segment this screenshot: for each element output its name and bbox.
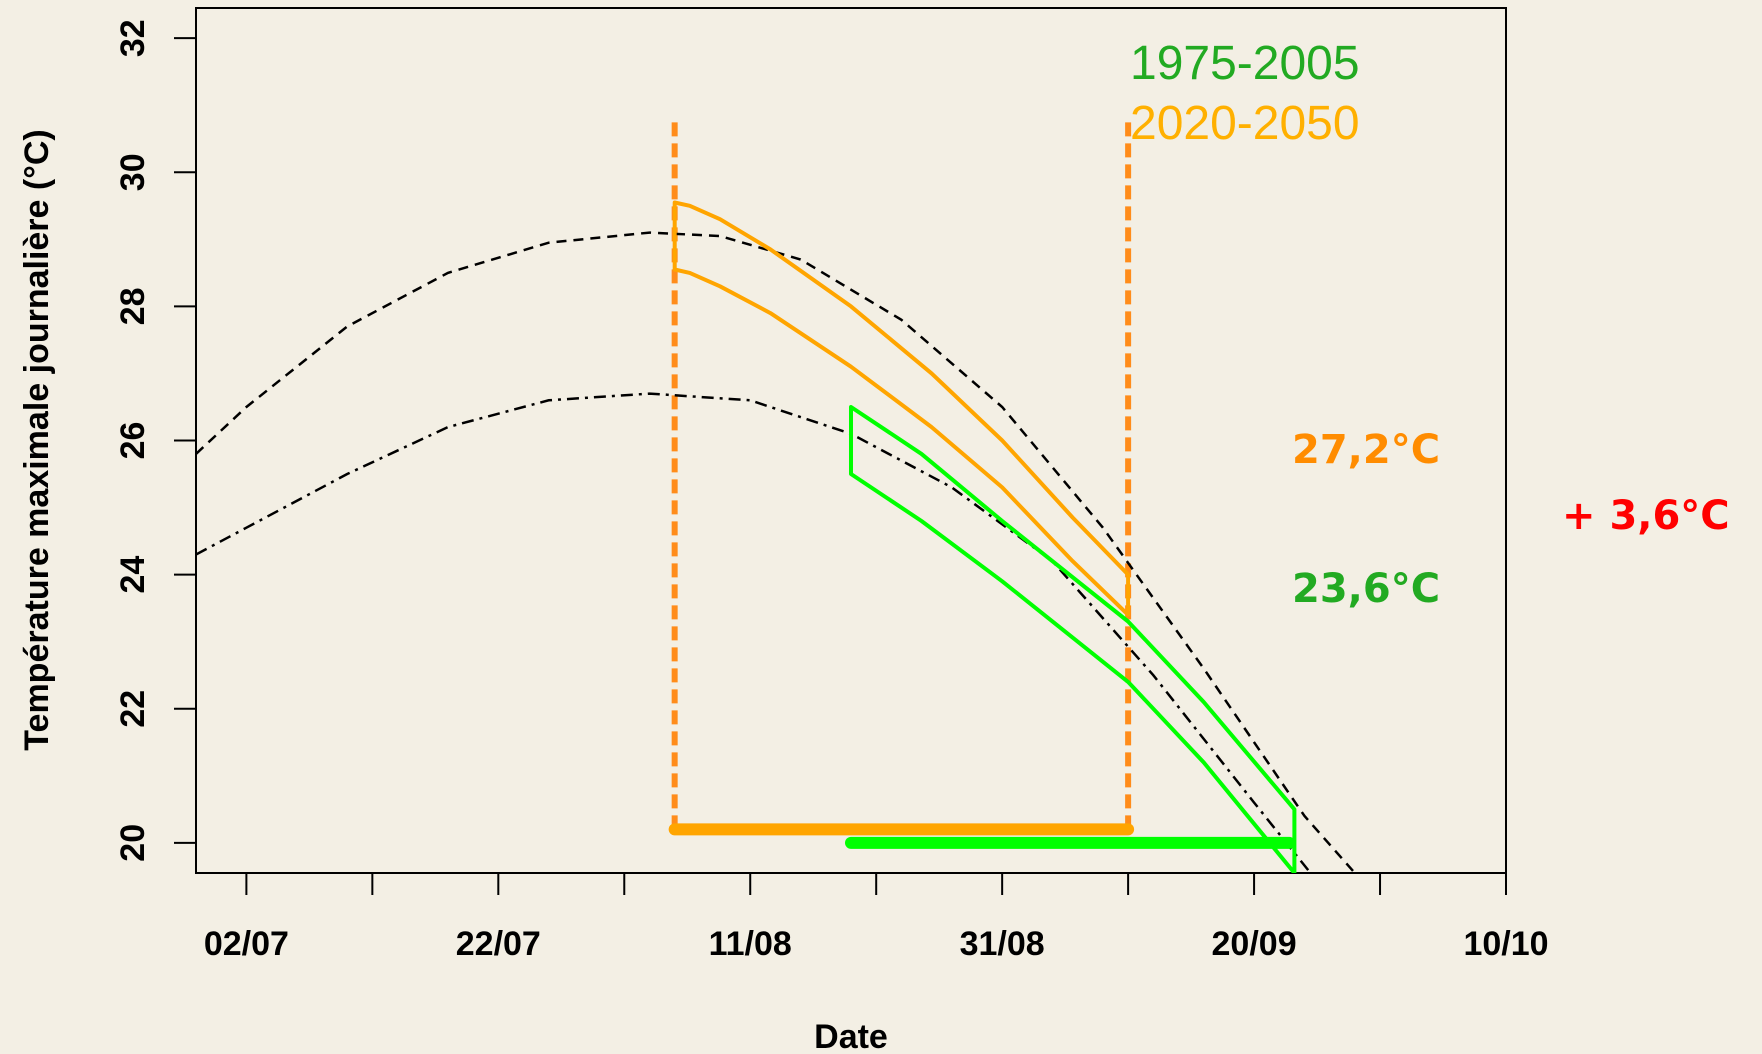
- dashed-curve: [196, 231, 1357, 873]
- dashdot-curve: [196, 392, 1313, 873]
- band-1975-2005: [849, 405, 1297, 873]
- annotation-past-mean: 23,6°C: [1292, 566, 1440, 612]
- legend-entry-1975-2005: 1975-2005: [1130, 37, 1360, 90]
- y-tick-label: 20: [114, 824, 152, 862]
- x-tick-label: 10/10: [1463, 925, 1548, 963]
- x-tick-label: 22/07: [456, 925, 541, 963]
- y-tick-label: 32: [114, 19, 152, 57]
- x-tick-label: 20/09: [1212, 925, 1297, 963]
- y-tick-label: 22: [114, 690, 152, 728]
- y-tick-label: 30: [114, 153, 152, 191]
- y-tick-label: 26: [114, 422, 152, 460]
- band-2020-2050: [672, 200, 1131, 617]
- annotation-difference: + 3,6°C: [1562, 493, 1730, 539]
- x-tick-label: 31/08: [960, 925, 1045, 963]
- y-tick-label: 28: [114, 287, 152, 325]
- x-tick-label: 11/08: [709, 925, 792, 963]
- annotation-future-mean: 27,2°C: [1292, 427, 1440, 473]
- x-tick-label: 02/07: [204, 925, 289, 963]
- y-axis-title: Température maximale journalière (°C): [18, 129, 56, 750]
- x-axis-title: Date: [814, 1018, 888, 1054]
- legend-entry-2020-2050: 2020-2050: [1130, 97, 1360, 150]
- y-tick-label: 24: [114, 556, 152, 594]
